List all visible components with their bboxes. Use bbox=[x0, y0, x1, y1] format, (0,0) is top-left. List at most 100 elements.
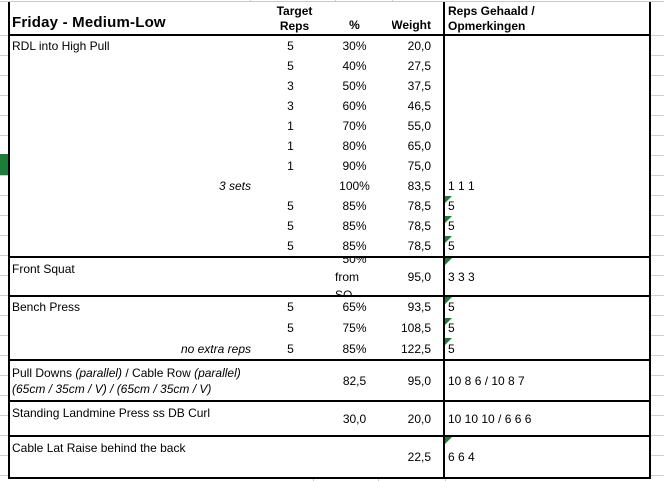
exercise-name-cell[interactable]: Cable Lat Raise behind the back bbox=[10, 437, 254, 477]
target-reps-cell[interactable]: 5 bbox=[254, 56, 335, 76]
target-reps-cell[interactable]: 5 bbox=[254, 216, 335, 236]
exercise-name-cell[interactable] bbox=[10, 96, 254, 116]
target-reps-cell[interactable] bbox=[254, 361, 335, 400]
target-reps-cell[interactable] bbox=[254, 402, 335, 435]
target-reps-cell[interactable]: 3 bbox=[254, 76, 335, 96]
exercise-name-cell[interactable]: Bench Press bbox=[10, 297, 254, 318]
target-reps-cell[interactable]: 5 bbox=[254, 297, 335, 318]
weight-cell[interactable]: 78,5 bbox=[392, 196, 443, 216]
target-reps-cell[interactable]: 5 bbox=[254, 338, 335, 359]
comment-cell[interactable] bbox=[443, 116, 649, 136]
comment-cell[interactable]: 5 bbox=[443, 236, 649, 256]
right-gutter-column[interactable] bbox=[651, 2, 664, 479]
percent-cell[interactable]: 85% bbox=[335, 216, 392, 236]
target-reps-cell[interactable]: 1 bbox=[254, 136, 335, 156]
percent-cell[interactable]: 65% bbox=[335, 297, 392, 318]
exercise-name-cell[interactable]: RDL into High Pull bbox=[10, 36, 254, 56]
comment-cell[interactable] bbox=[443, 56, 649, 76]
weight-cell[interactable]: 22,5 bbox=[392, 437, 443, 477]
percent-cell[interactable]: 85% bbox=[335, 196, 392, 216]
column-header-target-reps[interactable]: Target Reps bbox=[254, 2, 335, 34]
target-reps-cell[interactable]: 1 bbox=[254, 156, 335, 176]
weight-cell[interactable]: 46,5 bbox=[392, 96, 443, 116]
percent-cell[interactable]: 40% bbox=[335, 56, 392, 76]
comment-cell[interactable]: 5 bbox=[443, 338, 649, 360]
percent-cell[interactable]: 30% bbox=[335, 36, 392, 56]
column-header-comments[interactable]: Reps Gehaald / Opmerkingen bbox=[443, 2, 649, 34]
percent-cell[interactable]: 70% bbox=[335, 116, 392, 136]
weight-cell[interactable]: 95,0 bbox=[392, 361, 443, 400]
target-reps-cell[interactable]: 3 bbox=[254, 96, 335, 116]
weight-cell[interactable]: 55,0 bbox=[392, 116, 443, 136]
exercise-name-cell[interactable] bbox=[10, 216, 254, 236]
weight-cell[interactable]: 37,5 bbox=[392, 76, 443, 96]
weight-cell[interactable]: 20,0 bbox=[392, 36, 443, 56]
percent-cell[interactable]: 30,0 bbox=[335, 402, 392, 435]
comment-cell[interactable]: 10 8 6 / 10 8 7 bbox=[443, 361, 649, 400]
weight-cell[interactable]: 108,5 bbox=[392, 318, 443, 339]
percent-cell[interactable]: 85% bbox=[335, 338, 392, 359]
sheet-title-cell[interactable]: Friday - Medium-Low bbox=[10, 2, 254, 34]
comment-cell[interactable] bbox=[443, 76, 649, 96]
exercise-name-cell[interactable] bbox=[10, 156, 254, 176]
comment-cell[interactable]: 3 3 3 bbox=[443, 258, 649, 295]
comment-cell[interactable]: 10 10 10 / 6 6 6 bbox=[443, 402, 649, 435]
exercise-name-cell[interactable] bbox=[10, 116, 254, 136]
exercise-name-cell[interactable]: Front Squat bbox=[10, 258, 254, 295]
left-gutter-column[interactable] bbox=[0, 2, 8, 479]
column-header-weight[interactable]: Weight bbox=[392, 2, 443, 34]
exercise-name-cell[interactable]: Pull Downs (parallel) / Cable Row (paral… bbox=[10, 361, 254, 400]
comment-cell[interactable]: 6 6 4 bbox=[443, 437, 649, 477]
percent-cell[interactable]: 80% bbox=[335, 136, 392, 156]
target-reps-cell[interactable]: 5 bbox=[254, 318, 335, 339]
comment-value: 3 3 3 bbox=[448, 269, 475, 284]
comment-cell[interactable] bbox=[443, 136, 649, 156]
percent-cell[interactable]: 50% from SQ bbox=[335, 258, 392, 295]
target-reps-cell[interactable] bbox=[254, 258, 335, 295]
percent-cell[interactable]: 60% bbox=[335, 96, 392, 116]
comment-cell[interactable]: 5 bbox=[443, 216, 649, 236]
exercise-name-cell[interactable] bbox=[10, 76, 254, 96]
percent-cell[interactable]: 100% bbox=[335, 176, 392, 196]
exercise-name-cell[interactable]: Standing Landmine Press ss DB Curl bbox=[10, 402, 254, 435]
weight-cell[interactable]: 93,5 bbox=[392, 297, 443, 318]
weight-cell[interactable]: 20,0 bbox=[392, 402, 443, 435]
exercise-name-cell[interactable] bbox=[10, 56, 254, 76]
target-reps-cell[interactable] bbox=[254, 176, 335, 196]
weight-cell[interactable]: 65,0 bbox=[392, 136, 443, 156]
comment-cell[interactable] bbox=[443, 96, 649, 116]
weight-cell[interactable]: 27,5 bbox=[392, 56, 443, 76]
comment-cell[interactable] bbox=[443, 156, 649, 176]
percent-cell[interactable]: 90% bbox=[335, 156, 392, 176]
set-note-cell[interactable]: no extra reps bbox=[10, 338, 254, 359]
percent-cell[interactable] bbox=[335, 437, 392, 477]
target-reps-cell[interactable]: 1 bbox=[254, 116, 335, 136]
comment-cell[interactable]: 5 bbox=[443, 317, 649, 339]
percent-cell[interactable]: 50% bbox=[335, 76, 392, 96]
percent-cell[interactable]: 75% bbox=[335, 318, 392, 339]
weight-cell[interactable]: 83,5 bbox=[392, 176, 443, 196]
exercise-name-cell[interactable] bbox=[10, 318, 254, 339]
weight-cell[interactable]: 78,5 bbox=[392, 216, 443, 236]
target-reps-cell[interactable] bbox=[254, 437, 335, 477]
comment-cell[interactable]: 1 1 1 bbox=[443, 176, 649, 196]
exercise-name-cell[interactable] bbox=[10, 236, 254, 256]
weight-cell[interactable]: 78,5 bbox=[392, 236, 443, 256]
percent-cell[interactable]: 82,5 bbox=[335, 361, 392, 400]
weight-cell[interactable]: 75,0 bbox=[392, 156, 443, 176]
comment-cell[interactable] bbox=[443, 36, 649, 56]
comment-cell[interactable]: 5 bbox=[443, 196, 649, 216]
target-reps-cell[interactable]: 5 bbox=[254, 196, 335, 216]
exercise-name-cell[interactable] bbox=[10, 136, 254, 156]
exercise-name-cell[interactable] bbox=[10, 196, 254, 216]
comment-value: 10 8 6 / 10 8 7 bbox=[448, 373, 525, 388]
target-reps-cell[interactable]: 5 bbox=[254, 36, 335, 56]
column-header-percent[interactable]: % bbox=[335, 2, 392, 34]
target-reps-cell[interactable]: 5 bbox=[254, 236, 335, 256]
comment-cell[interactable]: 5 bbox=[443, 297, 649, 318]
percent-cell[interactable]: 85% bbox=[335, 236, 392, 256]
set-note-cell[interactable]: 3 sets bbox=[10, 176, 254, 196]
weight-cell[interactable]: 122,5 bbox=[392, 338, 443, 359]
weight-cell[interactable]: 95,0 bbox=[392, 258, 443, 295]
comment-flag-icon bbox=[445, 317, 452, 325]
